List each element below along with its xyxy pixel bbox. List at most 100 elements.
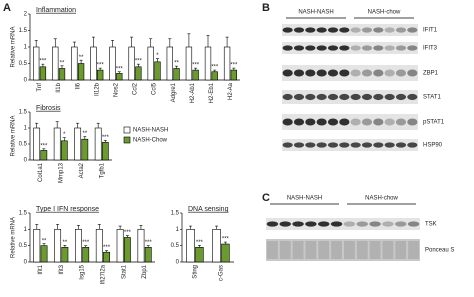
bar: [195, 247, 204, 263]
x-tick-label: H2-Aa: [228, 82, 234, 100]
bar: [185, 46, 193, 81]
x-tick-label: Ifi27l2a: [100, 264, 106, 284]
x-tick-label: Ccl5: [152, 82, 158, 95]
bar: [116, 73, 123, 81]
bar: [204, 46, 212, 81]
blot-band: [350, 142, 361, 148]
x-tick-label: Adgre1: [171, 82, 177, 102]
blot-band: [339, 27, 350, 33]
blot-lane: [305, 241, 317, 259]
blot-band: [395, 118, 407, 126]
blot-band: [407, 27, 418, 33]
bar: [33, 127, 41, 161]
blot-band: [395, 142, 407, 148]
bar: [39, 66, 47, 81]
blot-band: [407, 45, 418, 51]
blot-band: [317, 221, 330, 227]
bar: [40, 150, 48, 161]
blot-band: [330, 221, 343, 227]
blot-band: [395, 45, 407, 51]
blot-band: [395, 69, 407, 77]
blot-band: [395, 27, 407, 33]
legend-swatch: [123, 136, 131, 144]
blot-band: [350, 118, 361, 126]
blot-band: [356, 221, 369, 227]
blot-band: [395, 93, 407, 101]
bar: [166, 46, 173, 81]
bar: [61, 247, 69, 263]
blot-band: [305, 93, 316, 101]
group-label: NASH-chow: [368, 10, 401, 16]
bar: [230, 69, 237, 81]
blot-band: [361, 69, 373, 77]
x-tick-label: H2-Eb1: [209, 82, 215, 103]
blot-band: [384, 69, 395, 77]
significance: **: [174, 61, 179, 67]
significance: **: [42, 238, 47, 244]
blot-band: [293, 69, 305, 77]
x-tick-label: Col1a1: [38, 162, 44, 182]
legend-swatch: [123, 126, 131, 134]
x-tick-label: Il6: [75, 82, 81, 89]
blot-lane: [279, 241, 291, 259]
blot-band: [282, 45, 293, 51]
chart-title: DNA sensing: [188, 206, 229, 213]
blot-band: [327, 45, 339, 51]
significance: **: [79, 55, 84, 61]
significance: ***: [135, 59, 143, 65]
x-tick-label: Isg15: [80, 264, 86, 279]
blot-band: [282, 69, 293, 77]
bar: [221, 243, 230, 263]
bar: [186, 229, 195, 263]
blot-band: [384, 142, 395, 148]
blot-row-label: STAT1: [423, 95, 441, 101]
blot-band: [282, 142, 293, 148]
bar: [90, 46, 97, 81]
blot-band: [361, 142, 373, 148]
panel-label: C: [262, 192, 270, 204]
bar: [52, 46, 59, 81]
panel-label: A: [3, 2, 11, 14]
y-tick-label: 0: [24, 260, 28, 266]
blot-band: [394, 221, 407, 227]
x-tick-label: Mmp13: [58, 162, 64, 183]
blot-band: [361, 118, 373, 126]
x-tick-label: Il1b: [56, 82, 62, 92]
blot-band: [339, 118, 350, 126]
blot-band: [373, 93, 384, 101]
bar: [144, 247, 152, 263]
group-label: NASH-NASH: [287, 196, 322, 202]
blot-band: [316, 27, 327, 33]
y-axis-label: Relative mRNA: [11, 115, 17, 156]
legend-label: NASH-Chow: [133, 138, 168, 144]
bar: [135, 66, 142, 81]
blot-band: [316, 45, 327, 51]
blot-band: [293, 93, 305, 101]
blot-band: [373, 45, 384, 51]
blot-band: [316, 69, 327, 77]
blot-band: [369, 221, 381, 227]
blot-band: [339, 93, 350, 101]
blot-lane: [369, 241, 381, 259]
bar: [40, 245, 48, 263]
bar: [109, 46, 116, 81]
blot-band: [316, 118, 327, 126]
blot-band: [279, 221, 292, 227]
bar: [103, 251, 110, 263]
blot-lane: [292, 241, 304, 259]
bar: [137, 229, 145, 263]
x-tick-label: Il12b: [94, 82, 100, 96]
significance: ***: [196, 240, 204, 246]
y-tick-label: 0.5: [171, 243, 180, 249]
significance: **: [63, 240, 68, 246]
blot-band: [293, 142, 305, 148]
bar: [53, 127, 61, 161]
significance: ***: [211, 65, 219, 71]
bar: [94, 127, 102, 161]
significance: ***: [40, 143, 48, 149]
y-tick-label: 1: [24, 126, 28, 132]
legend-label: NASH-NASH: [133, 128, 168, 134]
blot-band: [373, 142, 384, 148]
blot-band: [293, 27, 305, 33]
bar: [60, 140, 68, 161]
